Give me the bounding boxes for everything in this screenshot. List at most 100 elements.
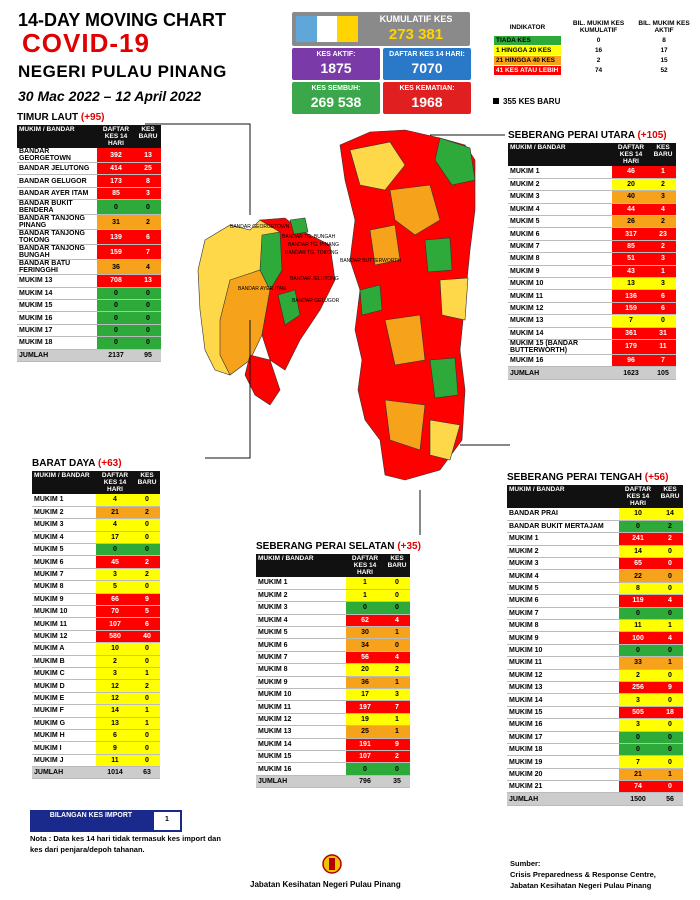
total-row: JUMLAH 1014 63 xyxy=(32,766,160,780)
table-row: BANDAR GELUGOR 173 8 xyxy=(17,174,161,188)
table-row: BANDAR BUKIT BENDERA 0 0 xyxy=(17,199,161,216)
header-mukim: MUKIM / BANDAR xyxy=(507,485,619,508)
mukim-name: MUKIM 13 xyxy=(508,314,612,328)
baru-value: 4 xyxy=(135,259,161,276)
baru-value: 1 xyxy=(657,656,683,670)
daftar-value: 3 xyxy=(619,718,657,732)
legend: INDIKATOR BIL. MUKIM KES KUMULATIF BIL. … xyxy=(493,18,693,76)
mukim-name: MUKIM 10 xyxy=(32,605,96,619)
table-row: MUKIM 7 85 2 xyxy=(508,240,676,254)
table-row: MUKIM 2 21 2 xyxy=(32,506,160,520)
chart-title-covid: COVID-19 xyxy=(22,28,150,58)
baru-value: 7 xyxy=(384,700,410,714)
table-row: MUKIM 16 0 0 xyxy=(256,762,410,776)
daftar-value: 74 xyxy=(619,780,657,794)
region-name: TIMUR LAUT xyxy=(17,112,81,123)
legend-kumulatif: 74 xyxy=(560,65,637,76)
table-row: MUKIM 15 (BANDAR BUTTERWORTH) 179 11 xyxy=(508,339,676,355)
region-new-total: (+95) xyxy=(80,112,105,123)
table-row: MUKIM 1 241 2 xyxy=(507,532,683,546)
total-baru: 105 xyxy=(650,366,676,380)
total-daftar: 2137 xyxy=(97,349,135,362)
mukim-name: MUKIM 4 xyxy=(508,203,612,217)
table-row: MUKIM 21 74 0 xyxy=(507,780,683,794)
kematian-value: 1968 xyxy=(411,94,443,110)
daftar-value: 2 xyxy=(96,655,134,668)
daftar-value: 197 xyxy=(346,700,384,714)
daftar-value: 17 xyxy=(96,531,134,545)
daftar-value: 85 xyxy=(97,187,135,201)
footer-text: Jabatan Kesihatan Negeri Pulau Pinang xyxy=(250,880,401,889)
daftar-value: 96 xyxy=(612,354,650,368)
daftar-value: 100 xyxy=(619,631,657,645)
region-seberang-perai-selatan: SEBERANG PERAI SELATAN (+35) MUKIM / BAND… xyxy=(256,541,421,789)
daftar-value: 173 xyxy=(97,174,135,188)
table-row: MUKIM 9 66 9 xyxy=(32,593,160,607)
mukim-name: MUKIM E xyxy=(32,692,96,706)
daftar-value: 0 xyxy=(97,199,135,216)
daftar-value: 0 xyxy=(619,520,657,534)
mukim-name: MUKIM 1 xyxy=(256,577,346,590)
table-row: MUKIM 6 119 4 xyxy=(507,594,683,608)
daftar-value: 12 xyxy=(96,692,134,706)
table-row: MUKIM 13 25 1 xyxy=(256,725,410,739)
baru-value: 4 xyxy=(384,651,410,665)
table-row: MUKIM 14 0 0 xyxy=(17,287,161,300)
table-row: MUKIM 12 2 0 xyxy=(507,669,683,682)
mukim-name: MUKIM 8 xyxy=(256,663,346,677)
kumulatif-value: 273 381 xyxy=(388,26,444,43)
mukim-name: MUKIM C xyxy=(32,667,96,681)
daftar-value: 7 xyxy=(612,314,650,328)
kematian-tile: KES KEMATIAN: 1968 xyxy=(383,82,471,114)
table-row: BANDAR AYER ITAM 85 3 xyxy=(17,187,161,201)
baru-value: 1 xyxy=(384,626,410,640)
baru-value: 0 xyxy=(135,299,161,313)
daftar-value: 20 xyxy=(612,178,650,192)
baru-value: 4 xyxy=(657,594,683,608)
daftar-value: 708 xyxy=(97,274,135,288)
table-row: MUKIM 4 22 0 xyxy=(507,569,683,583)
table-row: MUKIM 4 17 0 xyxy=(32,531,160,545)
mukim-name: MUKIM 18 xyxy=(507,743,619,757)
mukim-name: MUKIM 7 xyxy=(256,651,346,665)
daftar-value: 119 xyxy=(619,594,657,608)
mukim-name: MUKIM 9 xyxy=(508,265,612,279)
mukim-name: MUKIM 8 xyxy=(507,619,619,633)
mukim-name: MUKIM 7 xyxy=(507,607,619,621)
mainland-orange-1 xyxy=(389,184,441,236)
kes-baru-note: 355 KES BARU xyxy=(493,97,560,106)
mukim-name: MUKIM 17 xyxy=(507,731,619,744)
total-label: JUMLAH xyxy=(32,766,96,780)
table-row: MUKIM 12 580 40 xyxy=(32,630,160,644)
daftar-value: 62 xyxy=(346,614,384,628)
daftar-value: 13 xyxy=(96,717,134,730)
mukim-name: MUKIM 12 xyxy=(508,302,612,316)
daftar-value: 4 xyxy=(96,518,134,532)
daftar-value: 33 xyxy=(619,656,657,670)
daftar-value: 21 xyxy=(619,768,657,782)
mukim-name: MUKIM H xyxy=(32,729,96,743)
table-row: BANDAR BATU FERINGGHI 36 4 xyxy=(17,259,161,276)
baru-value: 2 xyxy=(650,215,676,229)
baru-value: 3 xyxy=(650,190,676,204)
region-table: MUKIM / BANDAR DAFTAR KES 14 HARI KES BARU… xyxy=(508,143,676,380)
baru-value: 2 xyxy=(650,240,676,254)
table-row: MUKIM 10 70 5 xyxy=(32,605,160,619)
mukim-name: MUKIM 17 xyxy=(17,324,97,338)
mukim-name: MUKIM 11 xyxy=(256,700,346,714)
map-label-tg-tokong: BANDAR TG. TOKONG xyxy=(285,250,338,256)
total-label: JUMLAH xyxy=(256,775,346,789)
baru-value: 0 xyxy=(134,543,160,557)
baru-value: 4 xyxy=(384,614,410,628)
source-text: Sumber: Crisis Preparedness & Response C… xyxy=(510,858,656,891)
total-row: JUMLAH 2137 95 xyxy=(17,349,161,362)
mukim-name: MUKIM 2 xyxy=(507,545,619,559)
table-row: MUKIM 11 33 1 xyxy=(507,656,683,670)
table-row: MUKIM 16 96 7 xyxy=(508,354,676,368)
mukim-name: BANDAR TANJONG PINANG xyxy=(17,214,97,231)
